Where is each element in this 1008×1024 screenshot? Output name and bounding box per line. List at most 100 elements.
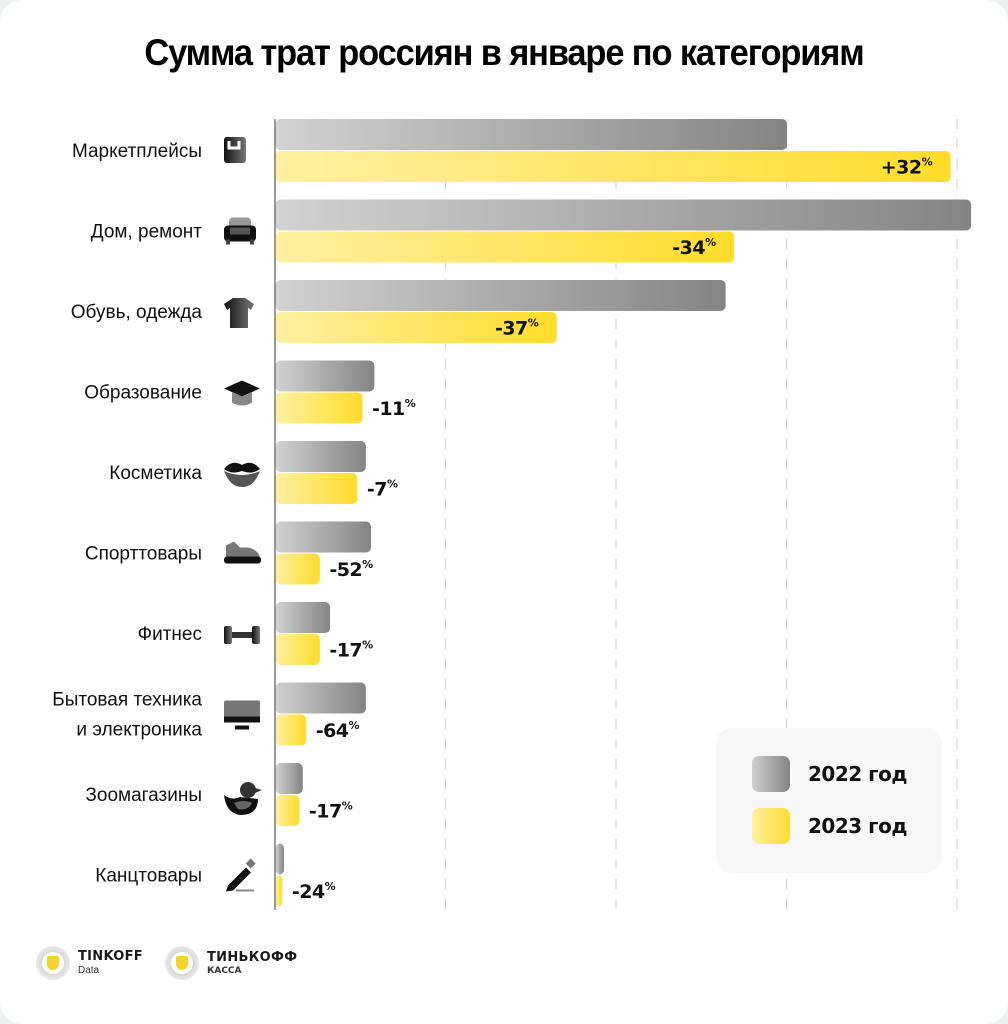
category-label: Бытовая техника и электроника [52, 690, 202, 741]
change-value: -52 [329, 559, 362, 581]
category-label-line: Фитнес [138, 624, 202, 645]
category-label-line: Маркетплейсы [72, 141, 202, 162]
category-label: Маркетплейсы [72, 141, 202, 162]
logo-name: ТИНЬКОФФ [207, 949, 298, 965]
change-label: -11% [372, 397, 416, 420]
logo-sub: КАССА [207, 965, 242, 976]
category-label-line: Канцтовары [95, 866, 202, 887]
change-value: -24 [292, 881, 325, 903]
bar-2023 [275, 151, 951, 182]
percent-sign: % [325, 880, 336, 893]
change-label: -64% [316, 719, 360, 742]
change-value: -17 [309, 801, 342, 823]
logo-name: TINKOFF [78, 949, 143, 964]
percent-sign: % [705, 236, 716, 249]
sneaker-icon [224, 541, 261, 564]
change-label: -52% [329, 558, 373, 581]
bar-2023 [275, 634, 320, 665]
legend-label: 2022 год [808, 762, 907, 786]
percent-sign: % [349, 719, 360, 732]
category-label: Образование [84, 383, 202, 404]
bar-2023 [275, 231, 735, 263]
shopping-bag-icon [224, 137, 246, 163]
change-label: +32% [881, 156, 933, 179]
category-label: Канцтовары [95, 866, 202, 887]
change-value: -64 [316, 720, 349, 742]
pencil-icon [226, 858, 256, 892]
change-label: -7% [367, 478, 398, 501]
bar-2022 [275, 521, 371, 553]
change-value: -7 [367, 479, 387, 501]
category-label-line: Бытовая техника [52, 690, 202, 711]
bars [275, 119, 972, 907]
percent-sign: % [362, 639, 373, 652]
percent-sign: % [528, 317, 539, 330]
legend: 2022 год 2023 год [716, 728, 942, 873]
value-labels: +32%-34%-37%-11%-7%-52%-17%-64%-17%-24% [292, 156, 933, 904]
bar-2022 [275, 119, 787, 150]
bar-2023 [275, 312, 557, 343]
category-label-line: и электроника [76, 720, 202, 741]
category-label-line: Зоомагазины [85, 785, 202, 806]
tinkoff-emblem-icon [165, 946, 199, 980]
change-label: -37% [495, 317, 539, 340]
change-value: -37 [495, 318, 528, 340]
bar-2022 [275, 199, 972, 231]
bar-2022 [275, 602, 331, 633]
legend-item-2023: 2023 год [752, 808, 907, 844]
bar-2023 [275, 553, 320, 585]
category-label-line: Косметика [109, 463, 202, 484]
category-label-line: Дом, ремонт [91, 222, 203, 243]
change-label: -17% [329, 639, 373, 662]
logo-sub: Data [78, 965, 100, 976]
change-value: -11 [372, 398, 405, 420]
monitor-icon [224, 700, 260, 730]
bar-2023 [275, 875, 283, 907]
bar-2022 [275, 763, 303, 794]
lips-icon [224, 462, 260, 487]
legend-swatch-2022 [752, 756, 790, 792]
tinkoff-emblem-icon [36, 946, 70, 980]
bar-2023 [275, 473, 358, 504]
category-label: Дом, ремонт [91, 222, 203, 243]
percent-sign: % [405, 397, 416, 410]
bar-2022 [275, 843, 285, 875]
change-value: +32 [881, 157, 922, 179]
change-label: -17% [309, 800, 353, 823]
bar-2023 [275, 714, 307, 746]
category-label: Обувь, одежда [71, 302, 203, 323]
armchair-icon [224, 217, 256, 245]
change-value: -34 [672, 237, 705, 259]
category-labels: Маркетплейсы Дом, ремонт Обувь, одежда Обра… [52, 141, 202, 887]
change-label: -24% [292, 880, 336, 903]
bar-2022 [275, 682, 366, 714]
category-label-line: Образование [84, 383, 202, 404]
legend-label: 2023 год [808, 814, 907, 838]
change-label: -34% [672, 236, 716, 259]
logos: TINKOFF Data ТИНЬКОФФ КАССА [36, 946, 319, 980]
percent-sign: % [342, 800, 353, 813]
category-label-line: Спорттовары [85, 544, 202, 565]
percent-sign: % [387, 478, 398, 491]
bar-2023 [275, 392, 363, 424]
logo-tinkoff-kassa: ТИНЬКОФФ КАССА [165, 946, 297, 980]
bar-2022 [275, 280, 726, 311]
chart-title: Сумма трат россиян в январе по категория… [144, 32, 864, 73]
duck-icon [224, 782, 262, 815]
bar-2022 [275, 441, 366, 472]
category-label: Спорттовары [85, 544, 202, 565]
category-label: Фитнес [138, 624, 202, 645]
dumbbell-icon [224, 626, 260, 644]
category-label: Косметика [109, 463, 202, 484]
change-value: -17 [329, 640, 362, 662]
percent-sign: % [362, 558, 373, 571]
graduation-cap-icon [224, 380, 260, 406]
category-icons [224, 137, 262, 892]
legend-item-2022: 2022 год [752, 756, 907, 792]
category-label-line: Обувь, одежда [71, 302, 203, 323]
tshirt-icon [224, 298, 254, 328]
bar-2023 [275, 795, 300, 826]
bar-2022 [275, 360, 375, 392]
